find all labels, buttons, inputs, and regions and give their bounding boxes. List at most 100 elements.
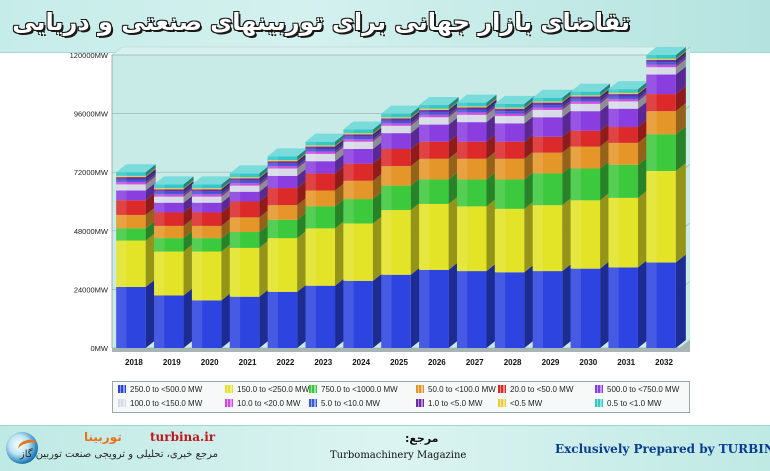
bar-side-2024-3 — [372, 172, 383, 200]
bar-side-2026-5 — [448, 116, 459, 142]
title-bar: تقاضای بازار جهانی برای توربینهای صنعتی … — [0, 0, 770, 53]
bar-side-2028-9 — [524, 100, 535, 112]
bar-side-2027-5 — [486, 114, 497, 142]
bar-side-2029-7 — [562, 99, 573, 110]
bar-segment-2020-4 — [191, 212, 222, 226]
bar-segment-2028-8 — [494, 111, 525, 114]
bar-highlight-2029-0 — [532, 271, 544, 348]
bar-highlight-2026-7 — [419, 114, 430, 118]
bar-top-2031 — [608, 81, 648, 90]
bar-segment-2024-11 — [343, 129, 373, 134]
bar-highlight-2032-4 — [646, 94, 657, 112]
bar-highlight-2032-8 — [646, 62, 657, 65]
bar-side-2019-10 — [183, 180, 194, 190]
bar-side-2022-4 — [297, 180, 308, 206]
bar-side-2028-6 — [524, 108, 535, 124]
bar-highlight-2022-9 — [267, 161, 278, 164]
bar-top-2029 — [532, 89, 573, 98]
bar-side-2026-3 — [448, 150, 459, 180]
bar-highlight-2024-1 — [343, 223, 354, 281]
bar-highlight-2026-11 — [419, 105, 430, 109]
bar-segment-2019-2 — [154, 238, 184, 252]
bar-side-2021-7 — [259, 175, 270, 186]
bar-segment-2026-2 — [419, 179, 449, 204]
bar-highlight-2032-2 — [646, 134, 657, 171]
bar-side-2027-6 — [486, 106, 497, 123]
bar-segment-2018-4 — [116, 200, 146, 215]
bar-highlight-2028-3 — [494, 158, 506, 180]
bar-side-2024-10 — [372, 125, 383, 135]
bar-highlight-2020-2 — [191, 238, 203, 252]
bar-side-2023-11 — [335, 133, 346, 146]
bar-side-2032-4 — [675, 86, 686, 112]
bar-segment-2019-3 — [154, 225, 184, 239]
bar-segment-2018-11 — [116, 172, 146, 176]
bar-side-2026-6 — [448, 109, 459, 125]
bar-side-2020-5 — [221, 194, 232, 213]
bar-side-2032-8 — [675, 54, 686, 65]
bar-side-2021-9 — [259, 170, 270, 181]
bar-segment-2020-7 — [191, 194, 222, 197]
bar-side-2027-7 — [486, 104, 497, 115]
bar-highlight-2024-3 — [343, 180, 354, 200]
bar-highlight-2020-7 — [191, 194, 203, 197]
bar-side-2026-9 — [448, 101, 459, 113]
bar-segment-2028-4 — [494, 141, 525, 159]
bar-highlight-2018-8 — [116, 179, 127, 182]
bar-side-2030-7 — [600, 93, 611, 104]
bar-highlight-2021-6 — [229, 185, 241, 192]
bar-side-2018-5 — [145, 182, 156, 201]
bar-side-2029-2 — [562, 165, 573, 206]
bar-top-2027 — [456, 94, 497, 103]
bar-side-2026-1 — [448, 195, 459, 270]
bar-side-2025-10 — [410, 109, 421, 119]
legend-label: <0.5 MW — [510, 399, 543, 408]
legend-label: 10.0 to <20.0 MW — [237, 399, 301, 408]
bar-highlight-2030-5 — [570, 111, 581, 131]
bar-side-2030-1 — [600, 192, 611, 269]
bar-segment-2030-1 — [570, 200, 601, 269]
bar-segment-2028-3 — [494, 158, 525, 180]
bar-segment-2031-5 — [608, 108, 638, 128]
chart: 0MW 24000MW 48000MW 72000MW 96000MW 120000MW 2… — [70, 46, 691, 367]
legend-label: 0.5 to <1.0 MW — [607, 399, 662, 408]
bar-side-2030-5 — [600, 103, 611, 131]
bar-side-2030-10 — [600, 87, 611, 97]
bar-segment-2023-4 — [305, 173, 336, 191]
bar-top-2025 — [381, 105, 421, 114]
bar-side-2026-4 — [448, 133, 459, 159]
bar-segment-2032-2 — [646, 134, 676, 171]
gridline-depth-0 — [679, 339, 691, 349]
bar-segment-2027-1 — [456, 206, 487, 272]
bar-side-2021-0 — [259, 288, 270, 348]
credit-text: Exclusively Prepared by TURBINA.IR — [555, 442, 770, 456]
bar-side-2029-11 — [562, 89, 573, 102]
bar-highlight-2030-9 — [570, 96, 581, 99]
bar-side-2023-2 — [335, 198, 346, 229]
bar-side-2020-10 — [221, 180, 232, 190]
bar-side-2031-4 — [637, 119, 648, 143]
bar-highlight-2023-1 — [305, 228, 316, 286]
bar-side-2028-5 — [524, 115, 535, 142]
legend-label: 20.0 to <50.0 MW — [510, 385, 574, 394]
bar-side-2028-2 — [524, 171, 535, 209]
bar-highlight-2031-9 — [608, 94, 619, 97]
bar-highlight-2028-6 — [494, 116, 506, 124]
bar-highlight-2032-3 — [646, 111, 657, 135]
bar-side-2019-9 — [183, 181, 194, 192]
bar-highlight-2025-3 — [381, 166, 392, 186]
bar-segment-2018-0 — [116, 286, 146, 348]
bar-highlight-2030-10 — [570, 95, 581, 97]
bar-side-2019-0 — [183, 287, 194, 348]
bar-side-2019-7 — [183, 186, 194, 197]
legend-bar-icon — [498, 385, 506, 393]
bar-segment-2024-2 — [343, 199, 373, 224]
bar-side-2032-0 — [675, 254, 686, 348]
bar-highlight-2026-1 — [419, 203, 430, 270]
bar-segment-2028-5 — [494, 123, 525, 142]
bar-side-2018-3 — [145, 206, 156, 229]
bar-highlight-2019-9 — [154, 189, 165, 192]
bar-side-2019-6 — [183, 188, 194, 203]
bar-side-2023-3 — [335, 182, 346, 207]
bar-highlight-2029-2 — [532, 173, 544, 206]
